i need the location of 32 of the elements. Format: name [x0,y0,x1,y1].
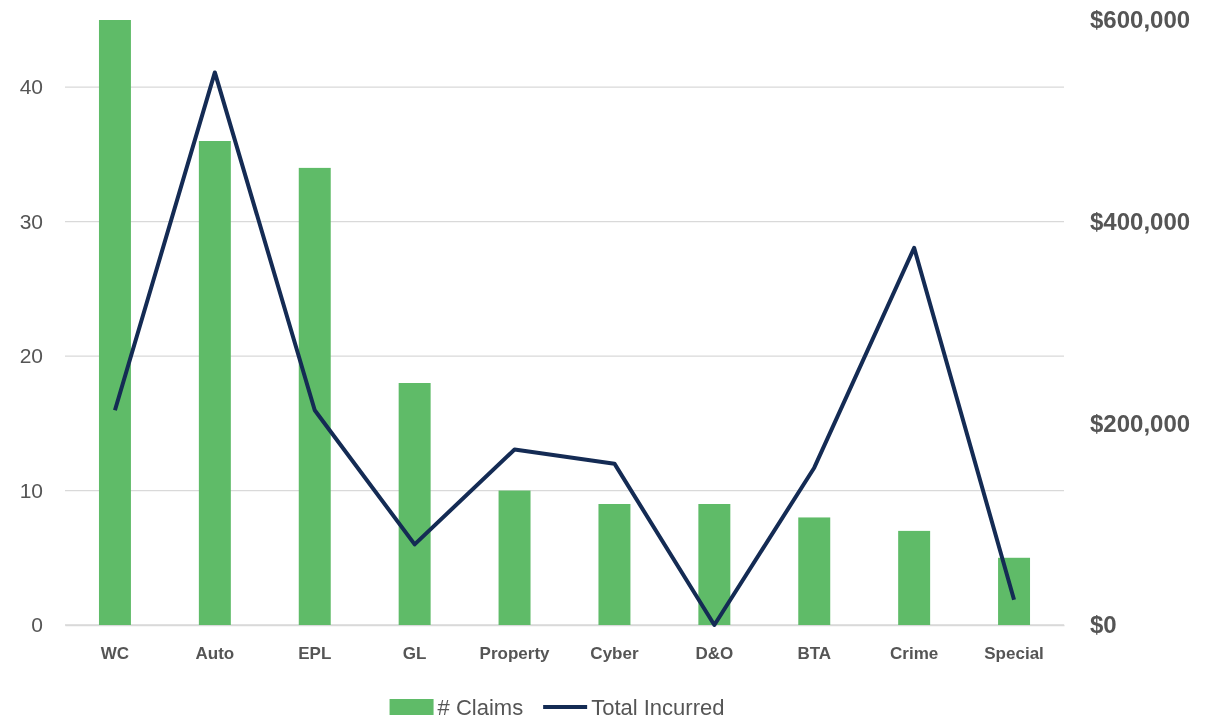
x-tick-label: WC [100,644,130,664]
bar [198,141,231,625]
y-tick-label: 0 [31,613,43,637]
bar [998,557,1031,625]
y-tick-label: 10 [19,478,43,502]
x-tick-label: GL [402,644,427,664]
y2-tick-label: $400,000 [1090,207,1191,235]
bar [398,383,431,625]
x-tick-label: D&O [695,644,734,664]
x-tick-label: Property [479,644,551,664]
y-tick-label: 20 [19,344,43,368]
y2-tick-label: $200,000 [1090,409,1191,437]
y-tick-label: 40 [19,75,43,99]
y-tick-label: 30 [19,209,43,233]
x-tick-label: BTA [797,644,832,664]
line-series [112,70,1017,627]
bar [698,504,731,625]
bar [298,167,331,625]
bar [98,20,131,625]
bar [598,504,631,625]
x-tick-label: Cyber [590,644,639,664]
bar [898,530,931,625]
bar [798,517,831,625]
x-tick-label: EPL [298,644,332,664]
bar [498,490,531,625]
x-tick-label: Special [984,644,1044,664]
legend-label: Total Incurred [591,695,725,720]
x-tick-label: Auto [195,644,235,664]
x-tick-label: Crime [890,644,939,664]
y2-tick-label: $0 [1090,611,1117,639]
y2-tick-label: $600,000 [1090,6,1191,34]
legend-label: # Claims [437,695,524,720]
